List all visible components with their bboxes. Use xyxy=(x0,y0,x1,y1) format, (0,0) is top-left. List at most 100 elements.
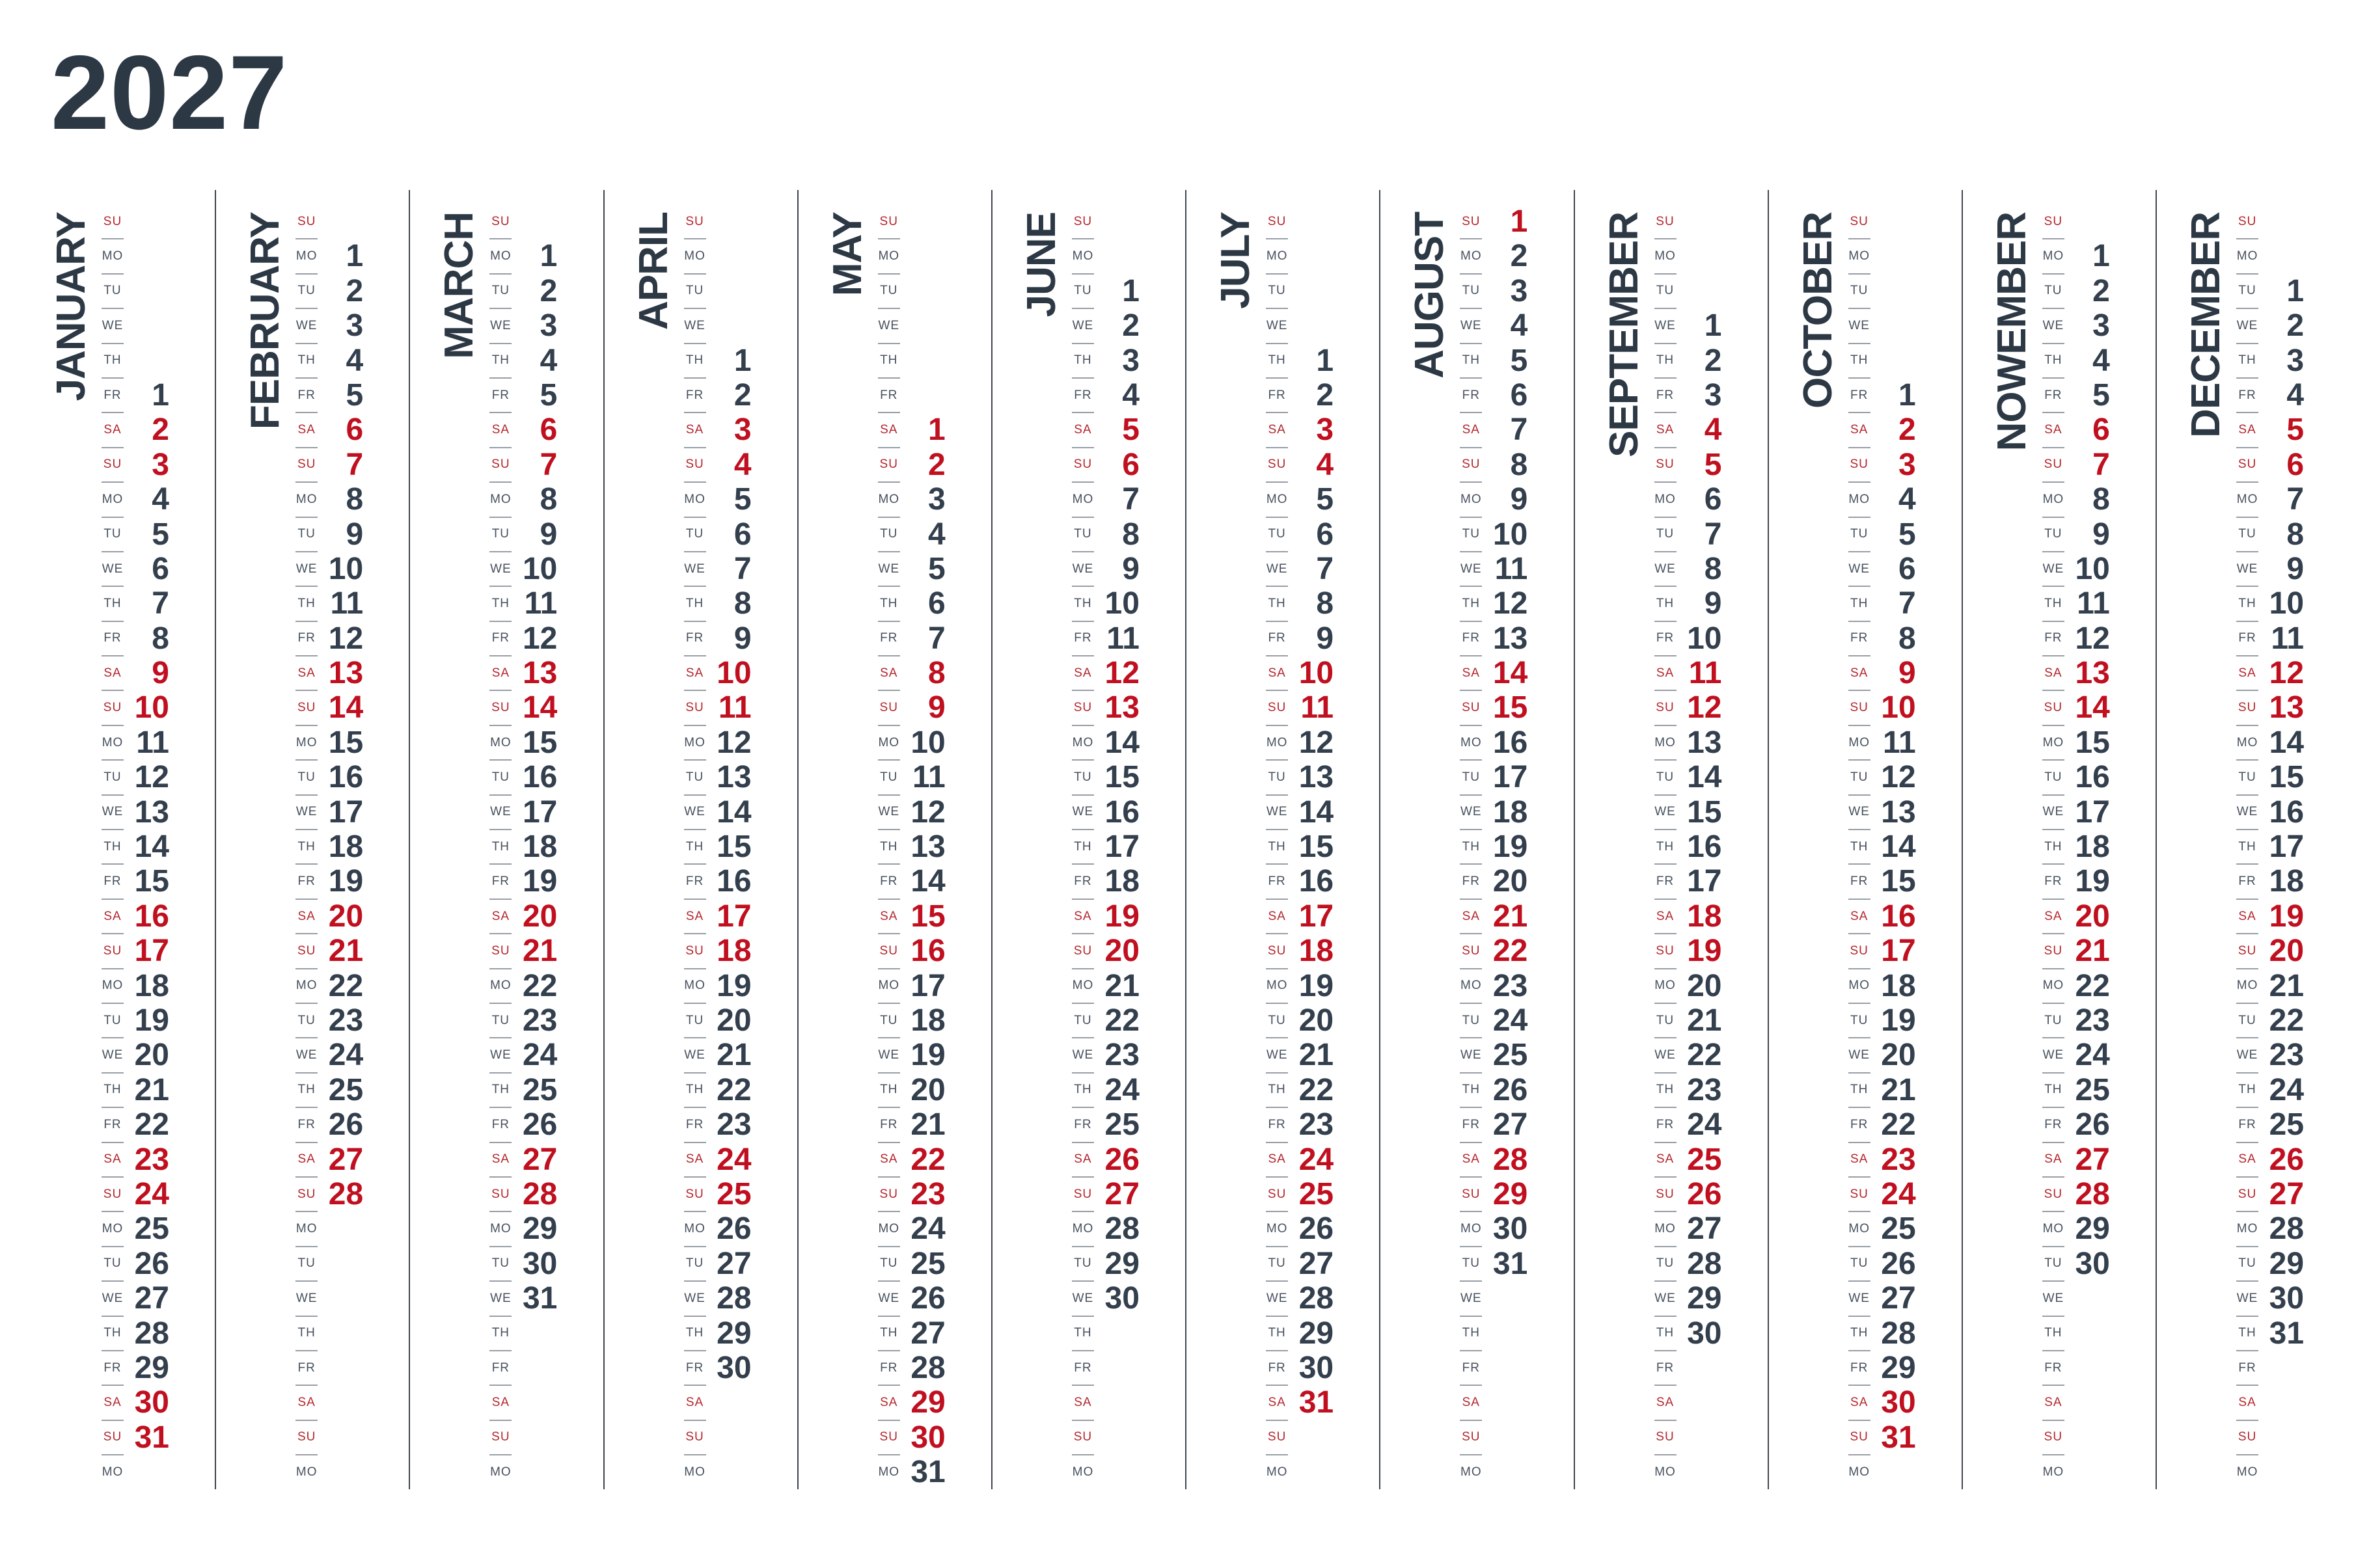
day-number: 23 xyxy=(522,1003,558,1038)
weekday-underline xyxy=(1654,1349,1677,1351)
weekday-underline xyxy=(683,655,706,657)
weekday-underline xyxy=(877,1419,900,1421)
weekday-label: FR xyxy=(2238,874,2256,889)
weekday-label: TU xyxy=(1268,770,1286,784)
calendar-row: WE 13 xyxy=(21,795,215,831)
day-number: 23 xyxy=(1298,1107,1334,1142)
day-number: 26 xyxy=(522,1107,558,1142)
calendar-row: MO xyxy=(1186,239,1380,275)
day-number: 16 xyxy=(1881,899,1916,934)
weekday-underline xyxy=(1654,1176,1677,1178)
day-number: 26 xyxy=(1104,1142,1140,1177)
weekday-underline xyxy=(1071,1349,1094,1351)
weekday-label: TU xyxy=(2238,284,2256,298)
weekday-underline xyxy=(1071,1107,1094,1109)
calendar-row: SA 30 xyxy=(1768,1385,1962,1421)
day-number: 22 xyxy=(2075,968,2110,1003)
weekday-label: MO xyxy=(295,1222,318,1236)
weekday-label: MO xyxy=(102,979,124,993)
weekday-label: SA xyxy=(880,909,898,923)
weekday-underline xyxy=(1848,759,1870,761)
weekday-label: SU xyxy=(1462,214,1481,228)
day-number: 12 xyxy=(328,621,364,656)
weekday-underline xyxy=(2236,759,2259,761)
calendar-row: FR xyxy=(992,1351,1186,1386)
weekday-label: TU xyxy=(685,527,704,541)
calendar-row: MO xyxy=(992,1455,1186,1489)
calendar-row: SU 20 xyxy=(2156,934,2350,969)
calendar-row: FR 14 xyxy=(798,864,992,900)
weekday-underline xyxy=(295,516,318,518)
day-number: 14 xyxy=(717,794,752,830)
weekday-underline xyxy=(1266,1176,1289,1178)
weekday-underline xyxy=(1266,273,1289,275)
weekday-underline xyxy=(683,1107,706,1109)
calendar-row: TH 24 xyxy=(992,1073,1186,1109)
calendar-row: SU 26 xyxy=(1574,1177,1768,1213)
day-number: 29 xyxy=(1881,1350,1916,1385)
weekday-underline xyxy=(489,550,512,552)
weekday-underline xyxy=(1848,377,1870,379)
calendar-row: FR 29 xyxy=(21,1351,215,1386)
calendar-row: SU xyxy=(1380,1420,1574,1456)
month-column-july: JULY SU MO TU WE TH 1 FR 2 SA 3 SU 4 MO 5 TU 6 WE 7 TH 8 FR 9 S… xyxy=(1186,190,1381,1490)
day-number: 16 xyxy=(134,899,169,934)
weekday-label: SA xyxy=(685,1152,704,1167)
weekday-label: SA xyxy=(2044,423,2062,437)
calendar-row: TU 9 xyxy=(215,517,409,552)
weekday-label: TH xyxy=(491,1326,510,1340)
weekday-underline xyxy=(2236,273,2259,275)
day-number: 25 xyxy=(1298,1176,1334,1211)
calendar-row: MO 1 xyxy=(409,239,603,275)
month-column-october: OCTOBER SU MO TU WE TH FR 1 SA 2 SU 3 MO 4 TU 5 WE 6 TH 7 FR… xyxy=(1768,190,1963,1490)
weekday-underline xyxy=(683,377,706,379)
calendar-row: TU 9 xyxy=(409,517,603,552)
weekday-label: MO xyxy=(1654,1465,1676,1479)
weekday-underline xyxy=(1266,1211,1289,1213)
weekday-label: MO xyxy=(490,1222,512,1236)
weekday-underline xyxy=(2042,516,2064,518)
day-number: 28 xyxy=(522,1176,558,1211)
calendar-row: TH 15 xyxy=(604,830,798,865)
day-number: 21 xyxy=(1881,1072,1916,1107)
day-number: 12 xyxy=(1298,725,1334,760)
calendar-row: SU 28 xyxy=(1962,1177,2156,1213)
weekday-label: TU xyxy=(1850,1013,1869,1027)
weekday-label: TH xyxy=(491,839,510,854)
weekday-label: FR xyxy=(297,1360,316,1375)
calendar-row: MO xyxy=(215,1455,409,1489)
weekday-underline xyxy=(1071,273,1094,275)
calendar-row: WE 17 xyxy=(409,795,603,831)
weekday-label: SU xyxy=(1656,701,1675,715)
weekday-underline xyxy=(102,1211,124,1213)
calendar-row: WE 27 xyxy=(1768,1281,1962,1317)
month-column-march: MARCH SU MO 1 TU 2 WE 3 TH 4 FR 5 SA 6 SU 7 MO 8 TU 9 WE 10 TH… xyxy=(409,190,605,1490)
calendar-row: MO 8 xyxy=(215,482,409,518)
calendar-row: WE 20 xyxy=(1768,1038,1962,1074)
weekday-underline xyxy=(877,1349,900,1351)
day-number: 25 xyxy=(2269,1107,2305,1142)
calendar-row: MO xyxy=(1574,239,1768,275)
calendar-row: MO 15 xyxy=(409,725,603,761)
day-number: 19 xyxy=(717,968,752,1003)
calendar-row: TU 13 xyxy=(604,760,798,796)
weekday-underline xyxy=(489,1245,512,1247)
day-number: 13 xyxy=(2075,656,2110,691)
calendar-row: TH 11 xyxy=(409,586,603,622)
weekday-label: TH xyxy=(1268,353,1286,368)
day-number: 1 xyxy=(733,343,752,378)
weekday-label: FR xyxy=(880,631,898,645)
weekday-underline xyxy=(683,967,706,969)
weekday-underline xyxy=(2042,1315,2064,1317)
day-number: 25 xyxy=(1687,1142,1722,1177)
calendar-row: SA 24 xyxy=(604,1142,798,1178)
weekday-label: TU xyxy=(2238,1013,2256,1027)
weekday-underline xyxy=(1848,1037,1870,1039)
weekday-label: SA xyxy=(297,423,316,437)
weekday-underline xyxy=(1460,933,1483,935)
day-number: 26 xyxy=(134,1246,169,1281)
calendar-row: FR 4 xyxy=(992,378,1186,414)
weekday-underline xyxy=(489,1037,512,1039)
weekday-underline xyxy=(1460,724,1483,726)
weekday-label: SU xyxy=(685,1430,704,1444)
